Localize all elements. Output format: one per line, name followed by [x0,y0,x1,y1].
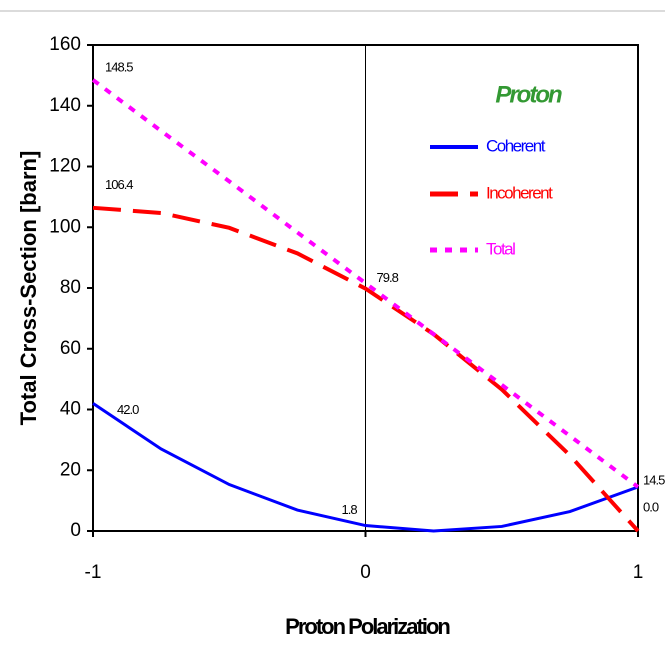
data-label: 1.8 [342,502,358,517]
y-tick-label: 60 [60,338,81,359]
y-tick-label: 120 [49,156,81,177]
y-tick-label: 40 [60,399,81,420]
data-label: 0.0 [643,499,659,514]
y-tick-label: 0 [70,520,81,541]
data-label: 14.5 [643,472,665,487]
legend-label: Coherent [486,136,546,155]
data-label: 42.0 [117,402,139,417]
x-tick-label: 0 [360,562,371,583]
legend-title: Proton [495,81,562,108]
x-tick-label: 1 [633,562,644,583]
series-line [92,402,639,533]
y-tick-label: 80 [60,277,81,298]
y-tick-label: 160 [49,34,81,55]
x-axis-title: Proton Polarization [285,614,450,639]
data-label: 148.5 [105,59,133,74]
y-tick-label: 100 [49,216,81,237]
series-line [92,205,640,533]
y-tick-label: 20 [60,459,81,480]
legend-label: Incoherent [486,183,553,202]
x-tick-label: -1 [85,562,102,583]
data-label: 79.8 [377,270,399,285]
y-axis-title: Total Cross-Section [barn] [16,151,41,426]
y-tick-label: 140 [49,95,81,116]
plot-frame [92,44,639,532]
legend-label: Total [486,239,515,258]
data-label: 106.4 [105,177,133,192]
